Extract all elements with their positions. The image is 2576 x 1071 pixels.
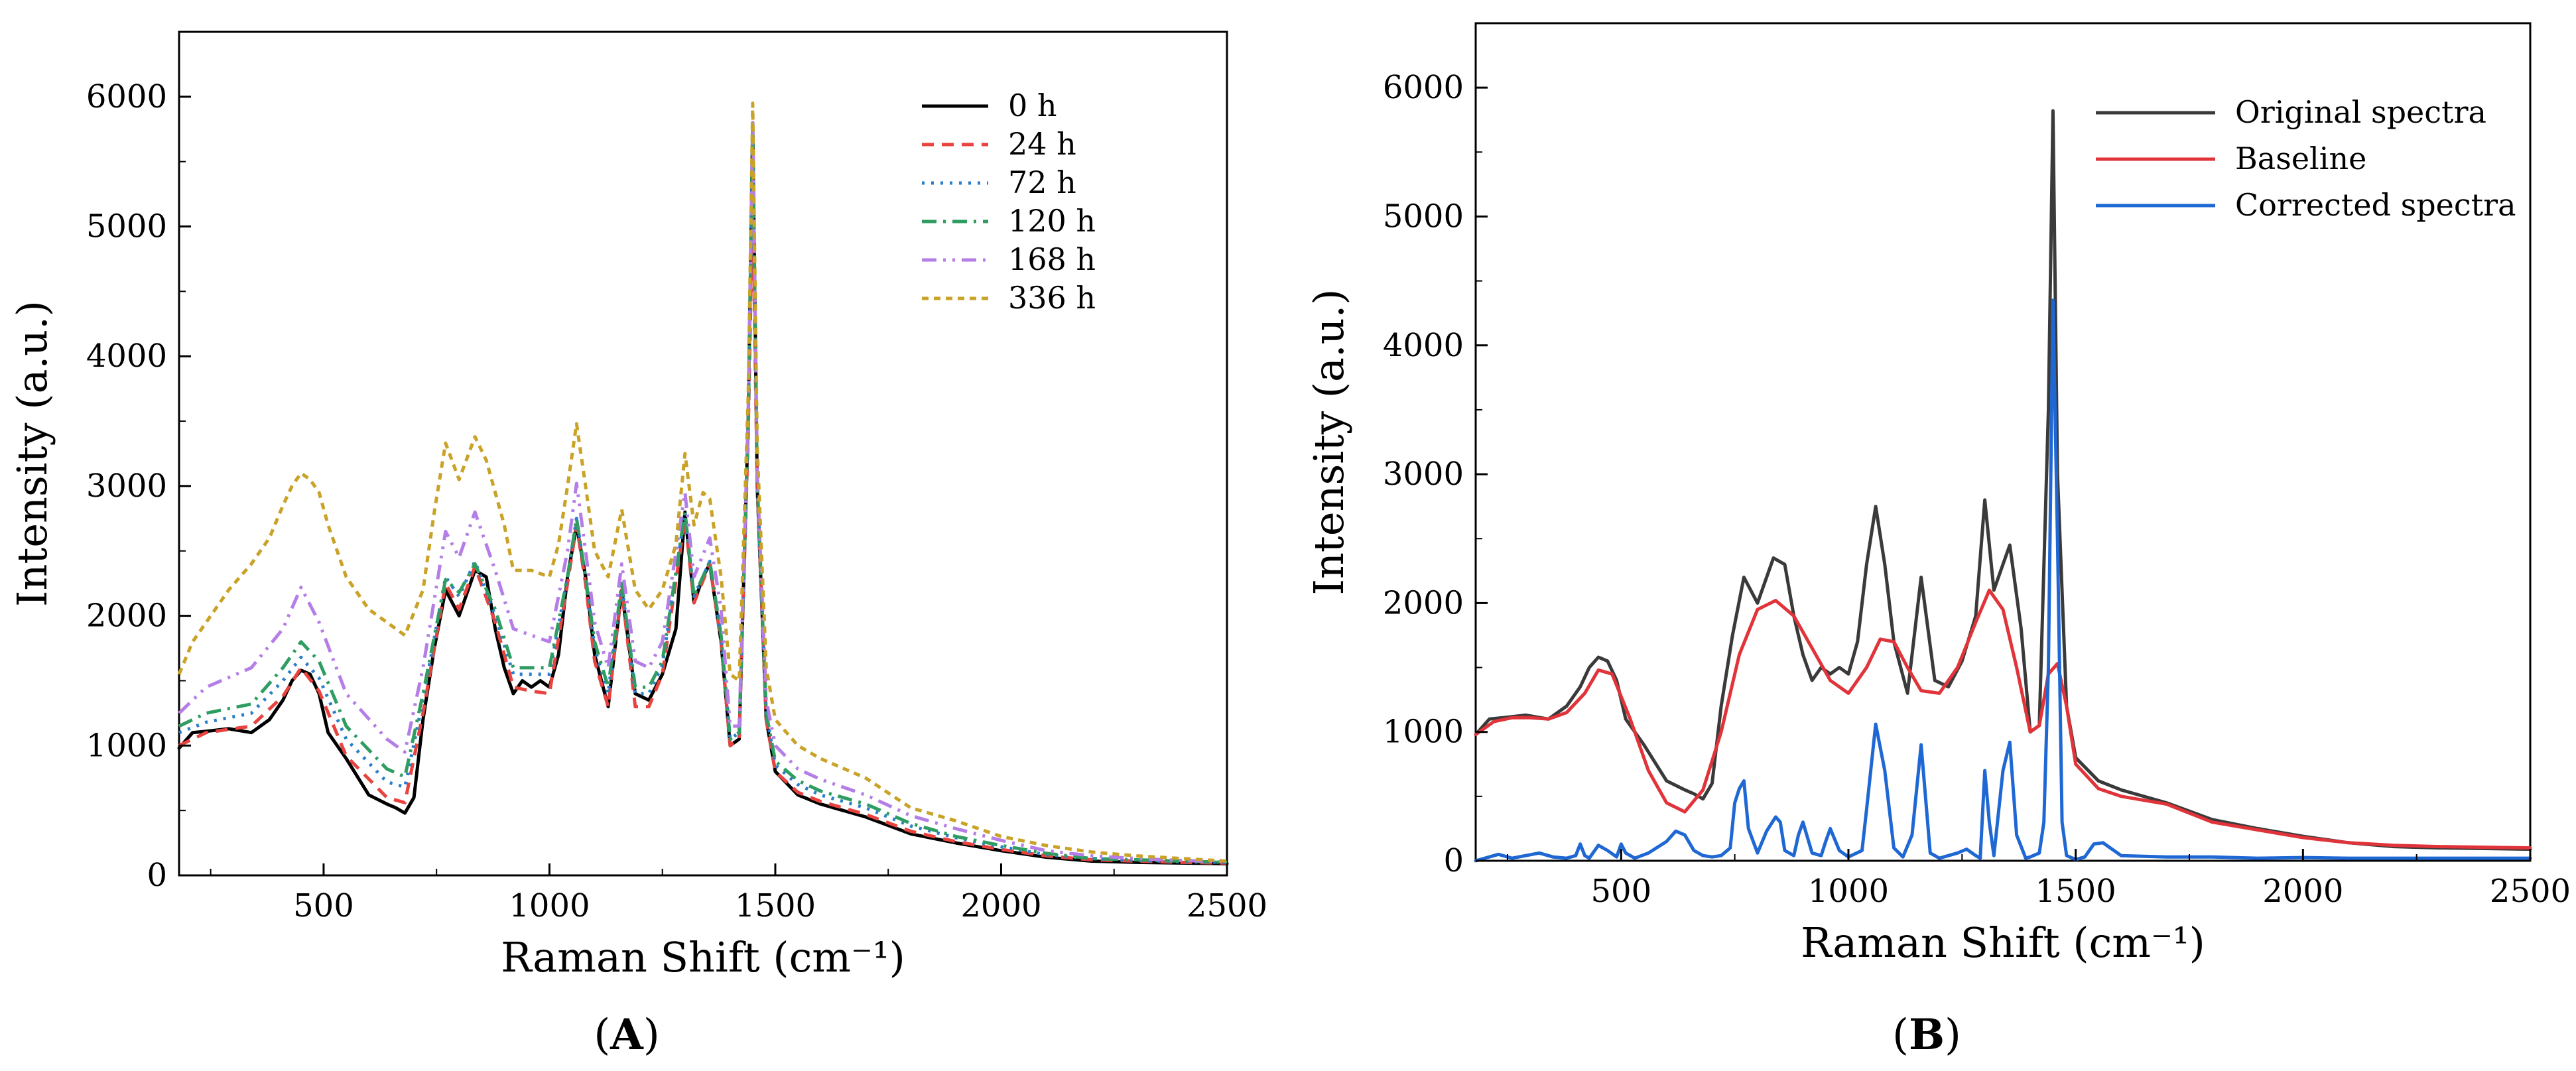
x-tick-label: 2500 (2490, 873, 2571, 910)
legend-label: 72 h (1008, 164, 1076, 200)
chart-panel-b: 500 1000 1500 2000 2500 0 1000 2000 3000 4000 5000… (1305, 22, 2571, 1060)
panel-label-b: (B) (1892, 1010, 1961, 1060)
series-group-b (1474, 109, 2532, 863)
x-axis-label-b: Raman Shift (cm⁻¹) (1801, 918, 2205, 967)
series-line-a-4 (178, 127, 1228, 864)
x-tick-label: 1500 (2035, 873, 2116, 910)
x-tick-label: 1000 (1808, 873, 1889, 910)
y-tick-label: 1000 (1383, 714, 1464, 751)
x-tick-label: 1500 (735, 887, 816, 924)
y-tick-label: 5000 (1383, 198, 1464, 235)
legend-label: 168 h (1008, 241, 1096, 277)
y-tick-label: 1000 (86, 727, 167, 764)
series-line-a-3 (178, 134, 1228, 864)
y-axis-label-b: Intensity (a.u.) (1305, 289, 1353, 596)
x-tick-label: 500 (1590, 873, 1651, 910)
x-tick-label: 2000 (960, 887, 1041, 924)
y-tick-label: 2000 (86, 598, 167, 635)
y-tick-label: 6000 (1383, 69, 1464, 106)
y-tick-label: 0 (1443, 842, 1464, 879)
y-tick-label: 3000 (1383, 456, 1464, 493)
y-axis-label-a: Intensity (a.u.) (8, 300, 56, 607)
x-tick-label: 2500 (1187, 887, 1267, 924)
x-tick-label: 2000 (2262, 873, 2343, 910)
legend-label: Baseline (2235, 141, 2366, 176)
series-line-a-6 (177, 101, 1228, 863)
series-line-b-2 (1474, 588, 2532, 850)
legend-label: 24 h (1008, 126, 1076, 162)
chart-panel-a: 500 1000 1500 2000 2500 0 1000 2000 3000 4000 5000… (8, 31, 1267, 1060)
legend-label: 0 h (1008, 88, 1057, 123)
legend-label: 336 h (1008, 280, 1096, 316)
legend-label: Corrected spectra (2235, 187, 2516, 223)
y-tick-label: 2000 (1383, 584, 1464, 621)
y-tick-label: 4000 (86, 338, 167, 375)
x-tick-label: 1000 (509, 887, 590, 924)
plot-frame-b (1474, 22, 2532, 862)
x-axis-label-a: Raman Shift (cm⁻¹) (501, 933, 905, 981)
y-tick-label: 0 (147, 857, 167, 894)
panel-label-a: (A) (594, 1010, 660, 1060)
x-tick-label: 500 (293, 887, 354, 924)
series-line-b-3 (1474, 298, 2532, 863)
series-line-a-2 (178, 198, 1228, 865)
y-tick-label: 6000 (86, 78, 167, 115)
legend-label: 120 h (1008, 203, 1096, 239)
series-line-a-5 (178, 121, 1228, 863)
y-tick-label: 3000 (86, 468, 167, 505)
legend-b: Original spectra Baseline Corrected spectr… (2096, 94, 2516, 223)
series-group-a (177, 101, 1229, 865)
y-tick-label: 4000 (1383, 327, 1464, 364)
legend-label: Original spectra (2235, 94, 2486, 130)
plot-frame-a (178, 31, 1228, 877)
series-line-b-1 (1474, 109, 2532, 851)
y-tick-label: 5000 (86, 208, 167, 245)
